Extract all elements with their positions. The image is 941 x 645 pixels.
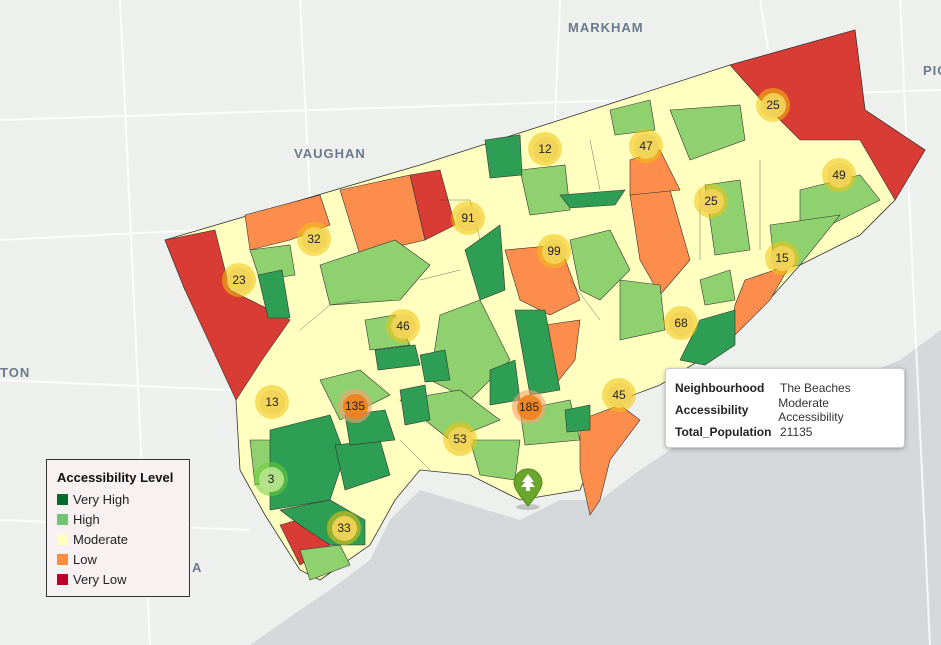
legend-label: High (73, 511, 100, 527)
legend-swatch (57, 533, 68, 545)
place-label-markham: MARKHAM (568, 20, 644, 35)
cluster-marker[interactable]: 3 (254, 462, 288, 496)
cluster-marker[interactable]: 49 (822, 158, 856, 192)
neighbourhood-very-high[interactable] (484, 134, 523, 179)
cluster-marker[interactable]: 46 (386, 309, 420, 343)
neighbourhood-very-low[interactable] (164, 229, 291, 401)
cluster-count: 68 (668, 310, 694, 336)
tooltip-key: Neighbourhood (675, 381, 765, 395)
neighbourhood-high[interactable] (619, 279, 666, 341)
tooltip-row: Neighbourhood The Beaches (675, 377, 895, 399)
tooltip-row: Accessibility Moderate Accessibility (675, 396, 895, 424)
cluster-count: 13 (259, 389, 285, 415)
neighbourhood-very-high[interactable] (464, 224, 506, 301)
legend-label: Very Low (73, 571, 127, 587)
neighbourhood-high[interactable] (669, 104, 746, 161)
legend-label: Low (73, 551, 97, 567)
legend-item: Moderate (57, 529, 179, 549)
neighbourhood-high[interactable] (299, 544, 351, 581)
neighbourhood-high[interactable] (519, 164, 571, 216)
cluster-marker[interactable]: 32 (297, 222, 331, 256)
cluster-marker[interactable]: 53 (443, 422, 477, 456)
legend-title: Accessibility Level (57, 470, 174, 485)
cluster-marker[interactable]: 12 (528, 132, 562, 166)
cluster-count: 23 (226, 267, 252, 293)
cluster-marker[interactable]: 135 (338, 389, 372, 423)
cluster-count: 185 (516, 394, 542, 420)
neighbourhood-high[interactable] (609, 99, 656, 136)
cluster-marker[interactable]: 47 (629, 129, 663, 163)
cluster-count: 25 (698, 188, 724, 214)
place-label-a: A (192, 560, 203, 575)
neighbourhood-very-high[interactable] (679, 309, 736, 366)
tooltip-value: 21135 (780, 425, 813, 439)
neighbourhood-very-high[interactable] (419, 349, 451, 383)
neighbourhood-tooltip: Neighbourhood The Beaches Accessibility Mo… (665, 368, 905, 448)
legend-swatch (57, 553, 68, 565)
cluster-count: 33 (331, 515, 357, 541)
cluster-marker[interactable]: 91 (451, 201, 485, 235)
cluster-marker[interactable]: 25 (756, 88, 790, 122)
cluster-count: 46 (390, 313, 416, 339)
neighbourhood-high[interactable] (249, 244, 296, 281)
tooltip-value: The Beaches (780, 381, 851, 395)
cluster-count: 91 (455, 205, 481, 231)
cluster-count: 15 (769, 245, 795, 271)
cluster-marker[interactable]: 15 (765, 241, 799, 275)
cluster-count: 25 (760, 92, 786, 118)
place-label-pic: PIC (923, 63, 941, 78)
neighbourhood-high[interactable] (569, 229, 631, 301)
tooltip-row: Total_Population 21135 (675, 421, 895, 443)
legend-swatch (57, 493, 68, 505)
cluster-count: 135 (342, 393, 368, 419)
cluster-marker[interactable]: 185 (512, 390, 546, 424)
legend-swatch (57, 573, 68, 585)
tooltip-key: Accessibility (675, 403, 749, 417)
legend-swatch (57, 513, 68, 525)
cluster-count: 32 (301, 226, 327, 252)
neighbourhood-very-high[interactable] (399, 384, 431, 426)
legend-item: Low (57, 549, 179, 569)
tree-icon (521, 474, 535, 491)
cluster-marker[interactable]: 45 (602, 378, 636, 412)
map-legend: Accessibility Level Very High High Moder… (46, 459, 190, 597)
tooltip-key: Total_Population (675, 425, 772, 439)
place-label-vaughan: VAUGHAN (294, 146, 366, 161)
cluster-marker[interactable]: 13 (255, 385, 289, 419)
cluster-count: 12 (532, 136, 558, 162)
cluster-count: 45 (606, 382, 632, 408)
legend-item: Very High (57, 489, 179, 509)
cluster-marker[interactable]: 68 (664, 306, 698, 340)
cluster-marker[interactable]: 33 (327, 511, 361, 545)
cluster-count: 53 (447, 426, 473, 452)
neighbourhood-very-high[interactable] (564, 404, 591, 433)
cluster-count: 99 (541, 238, 567, 264)
neighbourhood-very-high[interactable] (269, 414, 346, 511)
neighbourhood-very-high[interactable] (257, 269, 291, 319)
legend-label: Very High (73, 491, 130, 507)
cluster-marker[interactable]: 99 (537, 234, 571, 268)
cluster-count: 49 (826, 162, 852, 188)
neighbourhood-very-high[interactable] (559, 189, 626, 209)
cluster-marker[interactable]: 23 (222, 263, 256, 297)
neighbourhood-very-high[interactable] (514, 309, 561, 396)
legend-item: Very Low (57, 569, 179, 589)
legend-item: High (57, 509, 179, 529)
park-marker[interactable] (512, 468, 544, 510)
cluster-count: 3 (258, 466, 284, 492)
tooltip-value: Moderate Accessibility (778, 396, 844, 424)
neighbourhood-high[interactable] (699, 269, 736, 306)
neighbourhood-very-high[interactable] (374, 344, 421, 371)
cluster-count: 47 (633, 133, 659, 159)
neighbourhood-high[interactable] (319, 239, 431, 306)
place-label-ton: TON (0, 365, 31, 380)
legend-label: Moderate (73, 531, 128, 547)
cluster-marker[interactable]: 25 (694, 184, 728, 218)
neighbourhood-low[interactable] (339, 174, 426, 256)
